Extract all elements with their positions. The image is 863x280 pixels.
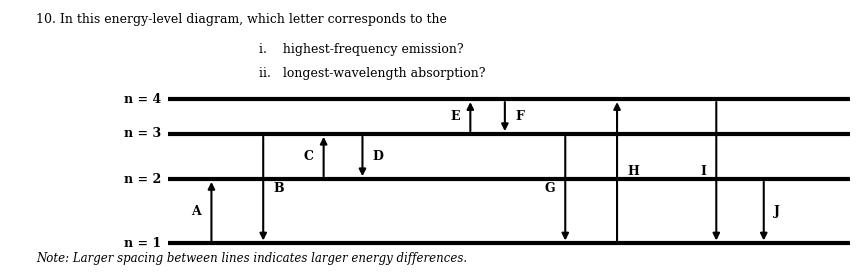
Text: 10. In this energy-level diagram, which letter corresponds to the: 10. In this energy-level diagram, which … [36,13,447,25]
Text: n = 3: n = 3 [124,127,161,141]
Text: D: D [373,150,384,163]
Text: I: I [700,165,706,178]
Text: H: H [627,165,639,178]
Text: F: F [515,110,524,123]
Text: n = 1: n = 1 [124,237,161,250]
Text: E: E [450,110,460,123]
Text: i.    highest-frequency emission?: i. highest-frequency emission? [259,43,463,56]
Text: A: A [192,205,201,218]
Text: Note: Larger spacing between lines indicates larger energy differences.: Note: Larger spacing between lines indic… [36,252,468,265]
Text: C: C [303,150,313,163]
Text: B: B [274,182,284,195]
Text: J: J [774,205,780,218]
Text: ii.   longest-wavelength absorption?: ii. longest-wavelength absorption? [259,67,485,80]
Text: n = 4: n = 4 [124,93,161,106]
Text: G: G [545,182,555,195]
Text: n = 2: n = 2 [124,172,161,186]
